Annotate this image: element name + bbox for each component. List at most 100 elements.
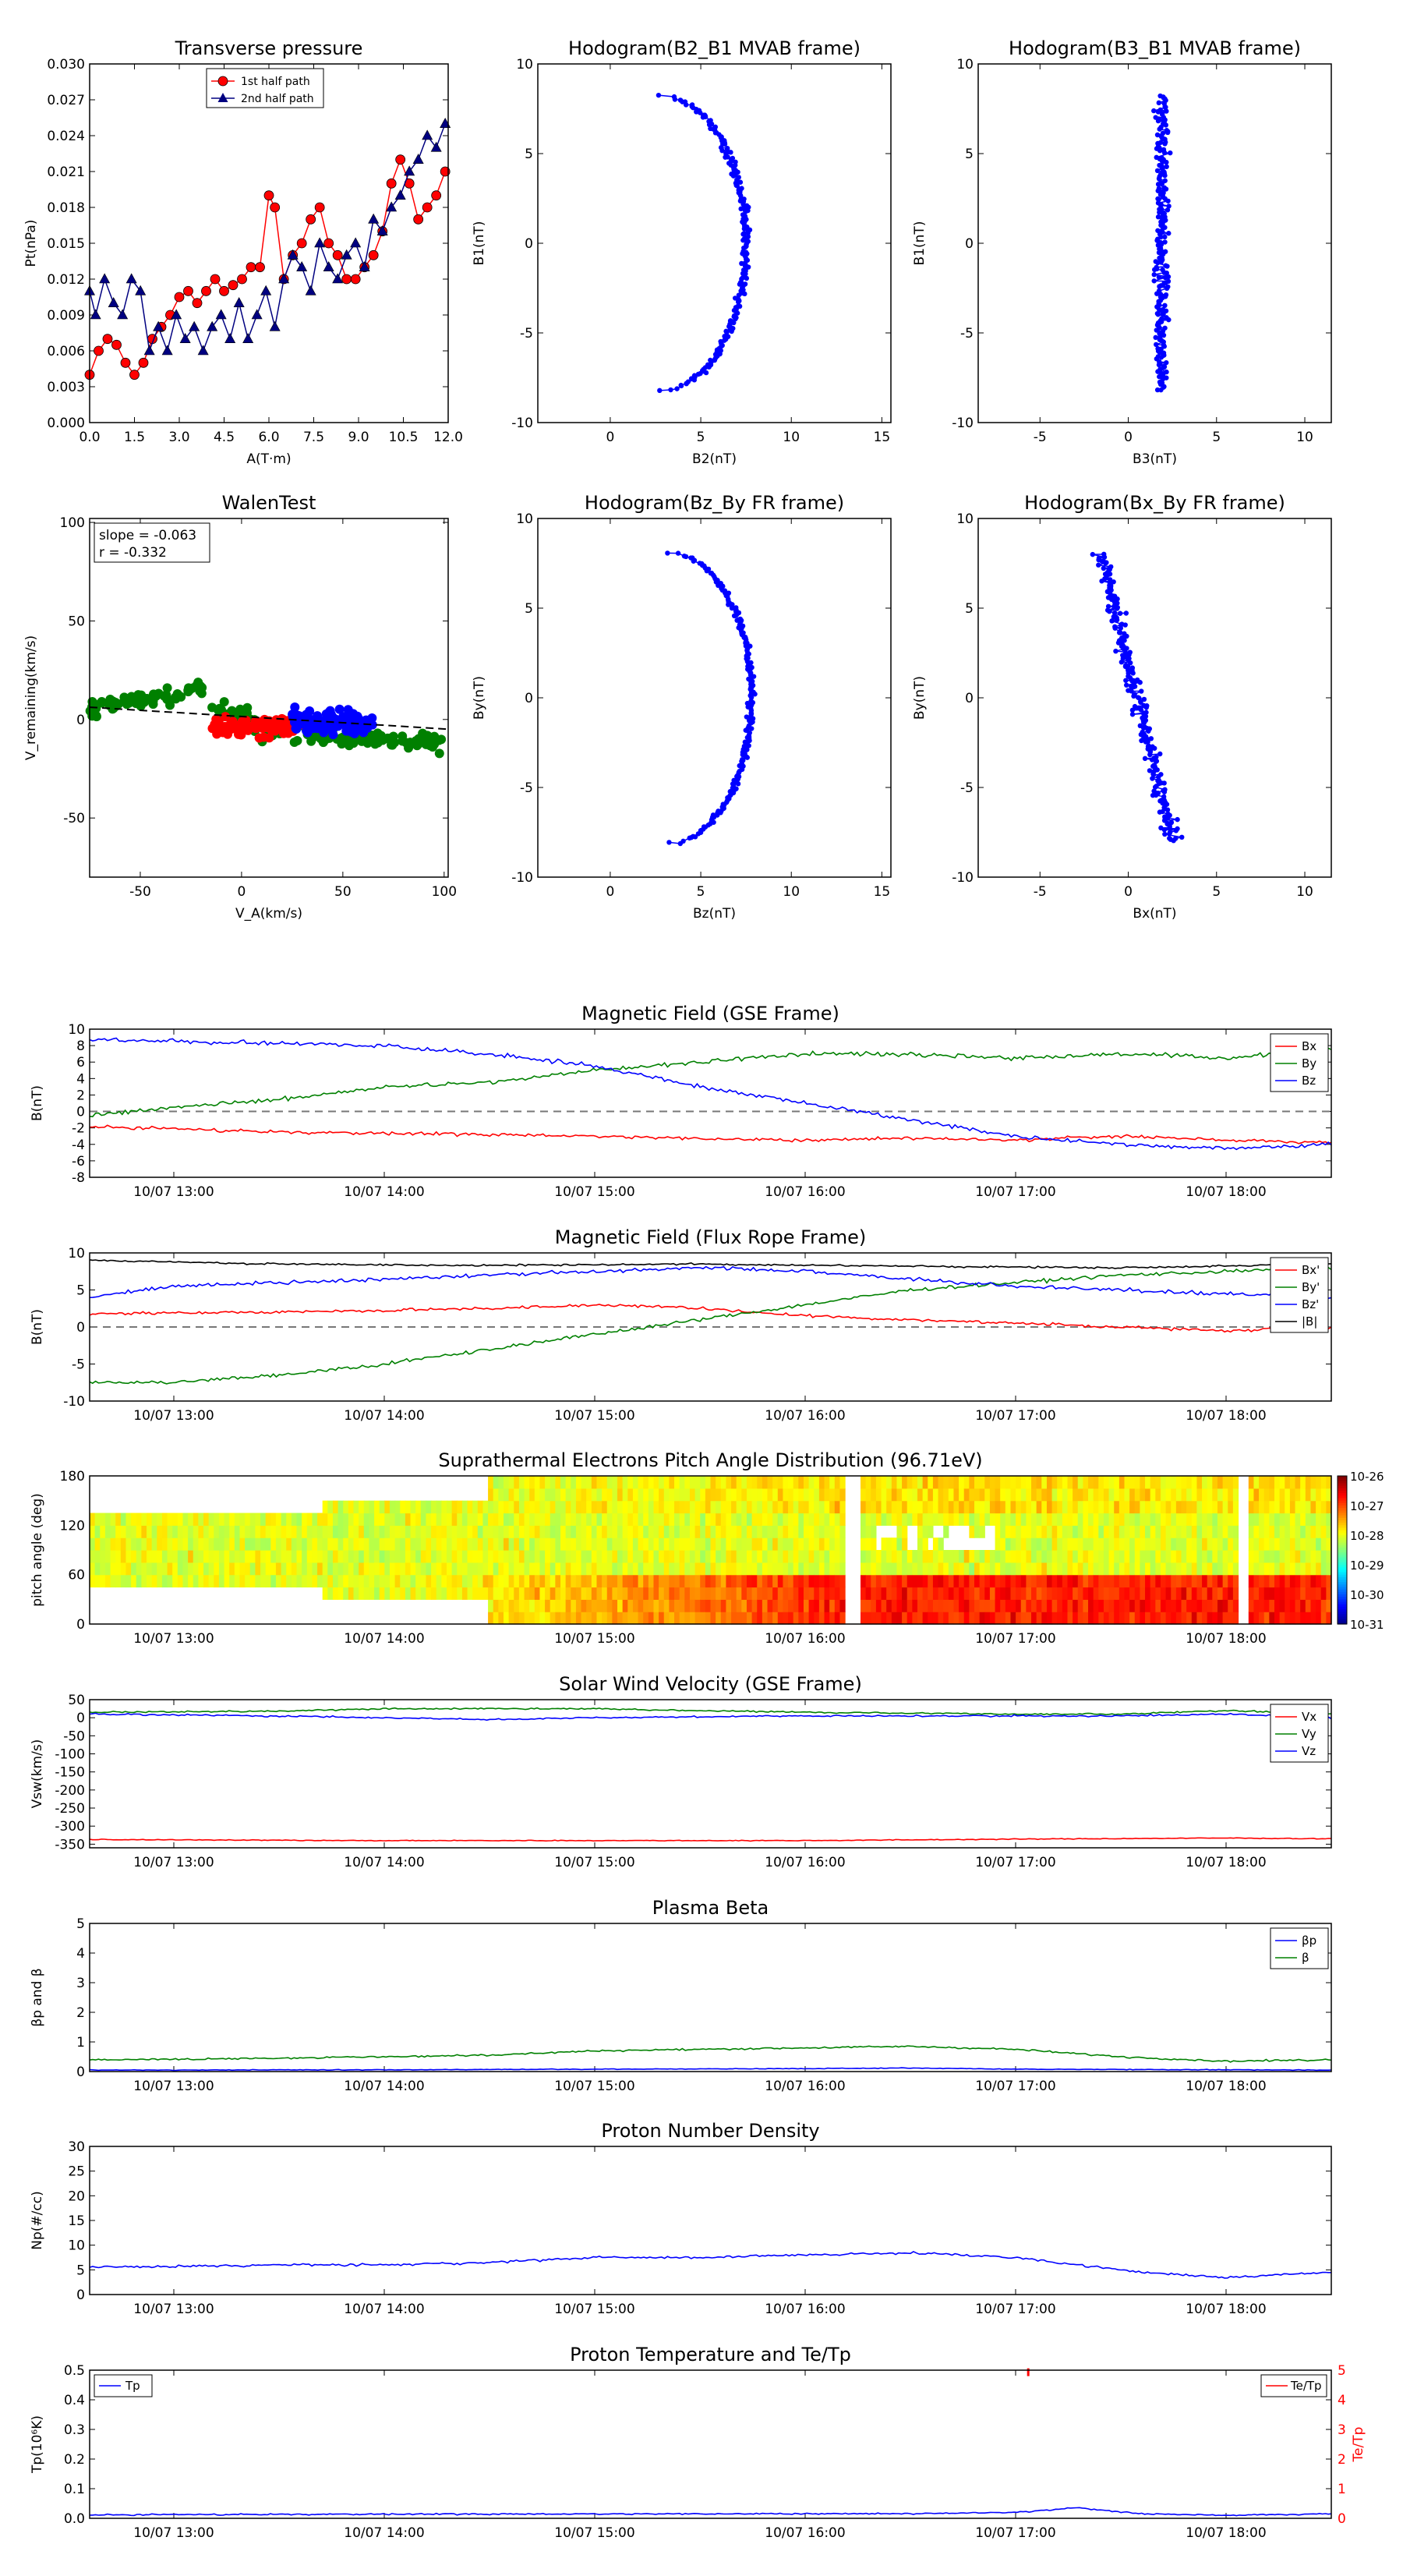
heatmap-cell bbox=[591, 1500, 598, 1514]
heatmap-cell bbox=[829, 1513, 836, 1526]
heatmap-cell bbox=[400, 1500, 406, 1514]
heatmap-cell bbox=[575, 1488, 582, 1502]
heatmap-cell bbox=[1098, 1525, 1104, 1538]
heatmap-cell bbox=[1217, 1599, 1224, 1612]
x-tick-label: 10/07 16:00 bbox=[765, 2079, 845, 2094]
heatmap-cell bbox=[705, 1562, 712, 1576]
y-axis-label: V_remaining(km/s) bbox=[23, 635, 39, 760]
heatmap-cell bbox=[560, 1476, 567, 1489]
heatmap-cell bbox=[369, 1537, 375, 1551]
heatmap-cell bbox=[700, 1562, 706, 1576]
heatmap-cell bbox=[1062, 1476, 1069, 1489]
heatmap-cell bbox=[1088, 1525, 1094, 1538]
heatmap-cell bbox=[1077, 1550, 1083, 1563]
data-point bbox=[334, 704, 345, 714]
heatmap-cell bbox=[94, 1562, 101, 1576]
heatmap-cell bbox=[182, 1562, 189, 1576]
heatmap-cell bbox=[1160, 1488, 1167, 1502]
heatmap-cell bbox=[1005, 1513, 1012, 1526]
heatmap-cell bbox=[514, 1513, 520, 1526]
heatmap-cell bbox=[731, 1500, 737, 1514]
heatmap-cell bbox=[865, 1612, 871, 1625]
heatmap-cell bbox=[741, 1537, 747, 1551]
heatmap-cell bbox=[689, 1488, 696, 1502]
legend-label: 2nd half path bbox=[241, 93, 314, 105]
data-point bbox=[1151, 267, 1157, 273]
heatmap-cell bbox=[891, 1574, 898, 1588]
heatmap-cell bbox=[302, 1513, 308, 1526]
heatmap-cell bbox=[291, 1537, 298, 1551]
heatmap-cell bbox=[917, 1488, 924, 1502]
heatmap-cell bbox=[571, 1488, 577, 1502]
heatmap-cell bbox=[239, 1513, 246, 1526]
heatmap-cell bbox=[518, 1537, 525, 1551]
heatmap-cell bbox=[948, 1513, 955, 1526]
heatmap-cell bbox=[1316, 1488, 1322, 1502]
heatmap-cell bbox=[627, 1500, 634, 1514]
heatmap-cell bbox=[565, 1587, 571, 1600]
heatmap-cell bbox=[606, 1476, 613, 1489]
heatmap-cell bbox=[389, 1525, 396, 1538]
heatmap-cell bbox=[141, 1537, 147, 1551]
y-tick-label: -6 bbox=[72, 1154, 85, 1169]
heatmap-cell bbox=[560, 1513, 567, 1526]
heatmap-cell bbox=[415, 1537, 422, 1551]
heatmap-cell bbox=[234, 1537, 241, 1551]
x-tick-label: 10/07 17:00 bbox=[975, 1631, 1055, 1647]
heatmap-cell bbox=[1073, 1599, 1079, 1612]
heatmap-cell bbox=[788, 1488, 794, 1502]
heatmap-cell bbox=[984, 1476, 991, 1489]
heatmap-cell bbox=[896, 1550, 903, 1563]
heatmap-cell bbox=[1248, 1537, 1255, 1551]
heatmap-cell bbox=[488, 1574, 494, 1588]
heatmap-cell bbox=[860, 1537, 867, 1551]
heatmap-cell bbox=[518, 1513, 525, 1526]
heatmap-cell bbox=[865, 1574, 871, 1588]
heatmap-cell bbox=[757, 1587, 763, 1600]
heatmap-cell bbox=[1228, 1562, 1234, 1576]
heatmap-cell bbox=[762, 1562, 769, 1576]
heatmap-cell bbox=[157, 1537, 163, 1551]
heatmap-cell bbox=[1232, 1525, 1239, 1538]
heatmap-cell bbox=[405, 1562, 412, 1576]
heatmap-cell bbox=[596, 1612, 603, 1625]
heatmap-cell bbox=[1310, 1488, 1316, 1502]
heatmap-cell bbox=[1165, 1612, 1172, 1625]
heatmap-cell bbox=[446, 1574, 453, 1588]
heatmap-cell bbox=[400, 1550, 406, 1563]
heatmap-cell bbox=[415, 1574, 422, 1588]
data-point bbox=[1157, 148, 1163, 154]
heatmap-cell bbox=[814, 1574, 820, 1588]
heatmap-cell bbox=[420, 1537, 427, 1551]
heatmap-cell bbox=[353, 1513, 359, 1526]
heatmap-cell bbox=[586, 1476, 592, 1489]
y-tick-label: 10 bbox=[516, 57, 533, 73]
heatmap-cell bbox=[565, 1612, 571, 1625]
heatmap-cell bbox=[1016, 1562, 1022, 1576]
heatmap-cell bbox=[1285, 1525, 1291, 1538]
heatmap-cell bbox=[1046, 1488, 1053, 1502]
heatmap-cell bbox=[1124, 1500, 1130, 1514]
heatmap-cell bbox=[508, 1574, 514, 1588]
heatmap-cell bbox=[172, 1562, 178, 1576]
heatmap-cell bbox=[741, 1500, 747, 1514]
heatmap-cell bbox=[891, 1476, 898, 1489]
heatmap-cell bbox=[504, 1476, 510, 1489]
heatmap-cell bbox=[327, 1562, 334, 1576]
heatmap-cell bbox=[710, 1513, 716, 1526]
heatmap-cell bbox=[249, 1550, 256, 1563]
heatmap-cell bbox=[1295, 1562, 1301, 1576]
data-point bbox=[94, 345, 104, 356]
heatmap-cell bbox=[1108, 1562, 1115, 1576]
heatmap-cell bbox=[979, 1599, 985, 1612]
heatmap-cell bbox=[270, 1550, 277, 1563]
heatmap-cell bbox=[504, 1488, 510, 1502]
heatmap-cell bbox=[757, 1513, 763, 1526]
heatmap-cell bbox=[493, 1612, 499, 1625]
heatmap-cell bbox=[1103, 1550, 1110, 1563]
data-point bbox=[1123, 663, 1129, 668]
heatmap-cell bbox=[426, 1574, 432, 1588]
heatmap-cell bbox=[1289, 1550, 1296, 1563]
heatmap-cell bbox=[560, 1574, 567, 1588]
